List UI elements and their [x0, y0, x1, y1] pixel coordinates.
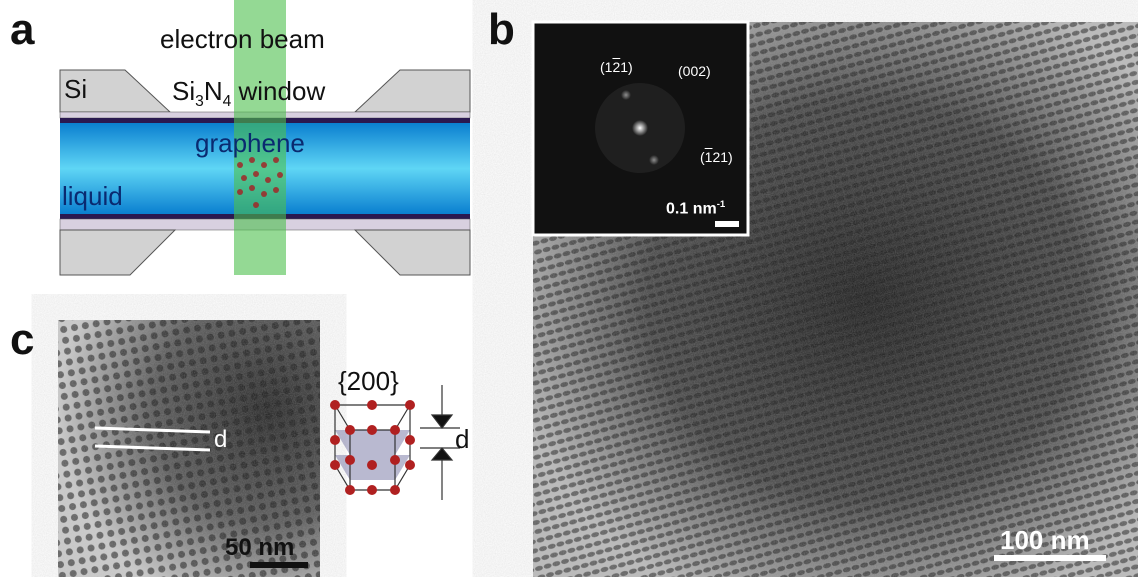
text: (1 — [600, 59, 612, 75]
graphene-label: graphene — [195, 130, 305, 156]
figure: a electron beam Si Si3N4 window graphene… — [0, 0, 1138, 577]
window-label: Si3N4 window — [172, 78, 325, 110]
text: 3 — [195, 93, 204, 110]
plane-label: {200} — [338, 368, 399, 394]
beam-label: electron beam — [160, 26, 325, 52]
text: 1) — [620, 59, 632, 75]
panel-label: b — [488, 8, 515, 52]
scale-label: 0.1 nm-1 — [666, 200, 725, 217]
scale-label: 100 nm — [1000, 527, 1090, 553]
text: 4 — [223, 93, 232, 110]
graphics — [0, 0, 1138, 577]
scale-label: 50 nm — [225, 536, 294, 560]
d-label: d — [455, 426, 469, 452]
liquid-label: liquid — [62, 183, 123, 209]
fft-spot: (121) — [700, 150, 733, 164]
d-label: d — [214, 428, 227, 452]
si-label: Si — [64, 76, 87, 102]
fft-spot: (002) — [678, 64, 711, 78]
text: -1 — [717, 199, 726, 210]
fft-spot: (121) — [600, 60, 633, 74]
text: 0.1 nm — [666, 200, 717, 217]
lattice — [330, 385, 460, 500]
tem-image-b — [533, 22, 1138, 577]
text: window — [231, 76, 325, 106]
text: N — [204, 76, 223, 106]
panel-label: c — [10, 318, 34, 362]
text: 21) — [712, 149, 732, 165]
text: Si — [172, 76, 195, 106]
panel-label: a — [10, 8, 34, 52]
